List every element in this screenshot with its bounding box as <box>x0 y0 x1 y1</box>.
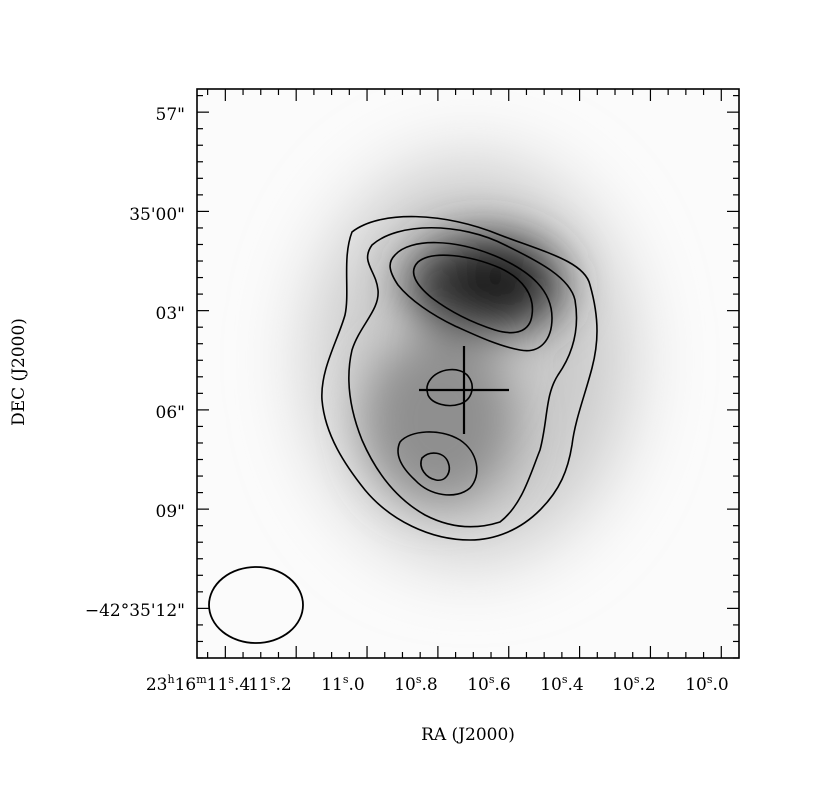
x-tick-label: 10s.2 <box>612 673 656 695</box>
contour-level-3 <box>389 241 553 352</box>
contour-south-inner <box>420 452 451 482</box>
contour-level-1 <box>321 215 598 541</box>
beam-ellipse <box>208 566 304 644</box>
tick-marks <box>197 89 739 659</box>
x-tick-label: 10s.0 <box>685 673 729 695</box>
contour-south-outer <box>397 431 478 496</box>
y-tick-labels: 57" 35'00" 03" 06" 09" −42°35'12" <box>85 105 185 621</box>
y-tick-label: −42°35'12" <box>85 601 185 621</box>
y-axis-label: DEC (J2000) <box>9 318 29 426</box>
x-tick-label: 10s.6 <box>467 673 511 695</box>
y-tick-label: 06" <box>156 403 185 423</box>
contour-level-4 <box>412 254 534 334</box>
cross-marker <box>419 346 509 434</box>
x-tick-label: 11s.0 <box>321 673 365 695</box>
x-tick-label: 10s.4 <box>540 673 584 695</box>
x-tick-label: 11s.2 <box>248 673 292 695</box>
plot-frame <box>196 88 740 659</box>
x-tick-labels: 23h16m11s.4 11s.2 11s.0 10s.8 10s.6 10s.… <box>146 673 729 695</box>
y-tick-label: 57" <box>156 105 185 125</box>
x-tick-label: 23h16m11s.4 <box>146 673 250 695</box>
grayscale-image <box>197 89 739 658</box>
y-tick-label: 03" <box>156 304 185 324</box>
x-tick-label: 10s.8 <box>394 673 438 695</box>
contour-level-2 <box>348 227 578 528</box>
x-axis-label: RA (J2000) <box>421 725 515 745</box>
y-tick-label: 35'00" <box>129 205 185 225</box>
y-tick-label: 09" <box>156 502 185 522</box>
